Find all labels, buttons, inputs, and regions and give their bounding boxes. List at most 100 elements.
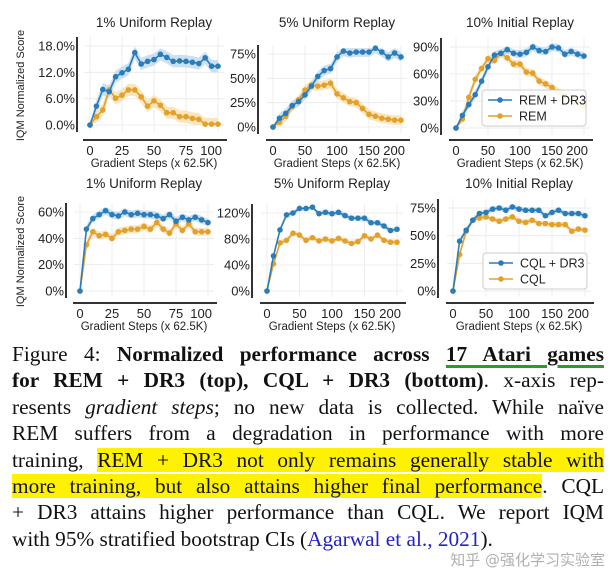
citation-link[interactable]: Agarwal et al., 2021	[307, 526, 481, 551]
data-point	[106, 88, 112, 95]
figure-label: Figure 4:	[12, 342, 117, 366]
data-point	[347, 50, 353, 56]
caption-text: ; no new data is collected. While naïve	[213, 394, 605, 419]
legend-marker	[497, 97, 503, 103]
chart-title: 5% Uniform Replay	[279, 15, 396, 30]
data-point	[147, 226, 154, 232]
data-point	[87, 122, 93, 128]
data-point	[109, 235, 115, 242]
data-point	[523, 69, 530, 75]
x-tick-label: 25	[115, 143, 129, 158]
data-point	[381, 223, 387, 229]
data-point	[100, 86, 106, 93]
data-point	[472, 76, 479, 83]
data-point	[463, 227, 470, 233]
x-axis-label: Gradient Steps (x 62.5K)	[269, 321, 396, 333]
data-point	[166, 211, 173, 218]
y-tick-label: 60%	[413, 67, 439, 82]
data-point	[581, 53, 587, 59]
y-tick-label: 0%	[45, 284, 64, 299]
data-point	[509, 204, 516, 210]
caption-bold: for REM + DR3 (top), CQL + DR3 (bottom)	[12, 368, 484, 393]
data-point	[374, 232, 381, 238]
y-tick-label: 50%	[410, 228, 436, 243]
legend: CQL + DR3 CQL	[482, 252, 588, 290]
data-point	[329, 238, 335, 244]
data-point	[109, 211, 115, 218]
figure-panels: 0.0% 6.0% 12.0% 18.0% 0 25 50 75 100 1% Uniform R…	[15, 15, 594, 333]
data-point	[530, 70, 536, 76]
data-point	[205, 219, 211, 226]
data-point	[144, 58, 151, 65]
x-axis-label: Gradient Steps (x 62.5K)	[457, 158, 584, 170]
data-point	[277, 240, 283, 246]
data-point	[119, 92, 125, 98]
data-point	[575, 210, 582, 217]
data-point	[353, 99, 360, 106]
x-tick-label: 50	[298, 143, 312, 158]
data-point	[93, 113, 100, 120]
legend-label: CQL	[520, 273, 546, 287]
y-tick-label: 60%	[38, 205, 64, 220]
x-tick-label: 200	[566, 143, 588, 158]
data-point	[295, 98, 302, 105]
data-point	[112, 95, 119, 102]
data-point	[283, 212, 290, 218]
data-point	[391, 50, 398, 56]
data-point	[368, 219, 374, 226]
caption-line: more training, but also attains higher f…	[12, 473, 604, 499]
data-point	[466, 101, 472, 108]
data-point	[322, 236, 329, 242]
data-point	[466, 94, 472, 101]
data-point	[283, 110, 289, 117]
chart-title: 10% Initial Replay	[465, 176, 573, 191]
data-point	[309, 204, 316, 210]
data-point	[496, 218, 503, 225]
data-point	[196, 116, 202, 123]
x-tick-label: 0	[269, 143, 276, 158]
x-tick-label: 200	[567, 306, 589, 321]
data-point	[296, 205, 303, 212]
y-tick-label: 50%	[230, 71, 256, 86]
caption-underlined: 17 Atari games	[445, 342, 604, 366]
data-point	[198, 217, 205, 223]
data-point	[489, 206, 496, 212]
data-point	[154, 219, 160, 226]
chart-title: 5% Uniform Replay	[274, 176, 391, 191]
data-point	[134, 226, 141, 232]
data-point	[321, 67, 328, 74]
data-point	[264, 288, 270, 294]
data-point	[450, 288, 456, 294]
data-point	[166, 230, 173, 236]
data-point	[549, 221, 555, 228]
data-point	[568, 48, 574, 55]
data-point	[542, 212, 549, 219]
data-point	[453, 125, 459, 131]
data-point	[529, 207, 535, 214]
x-tick-label: 100	[509, 143, 531, 158]
caption-line: with 95% stratified bootstrap CIs (Agarw…	[12, 526, 604, 552]
data-point	[387, 239, 394, 246]
x-tick-label: 150	[354, 306, 376, 321]
data-point	[483, 209, 489, 216]
data-point	[308, 83, 315, 89]
chart-panel: 0% 25% 50% 75% 0 50 100 150 200 5% Uniform Replay…	[230, 15, 410, 170]
y-tick-label: 0%	[231, 284, 250, 299]
data-point	[302, 92, 308, 98]
x-tick-label: 150	[541, 306, 563, 321]
data-point	[115, 213, 122, 219]
caption-text: REM suffers from a degradation in perfor…	[12, 421, 604, 446]
data-point	[170, 109, 176, 116]
data-point	[170, 58, 176, 65]
data-point	[536, 207, 542, 214]
data-point	[315, 83, 321, 89]
data-point	[160, 215, 166, 222]
data-point	[385, 116, 392, 123]
data-point	[90, 215, 96, 222]
x-tick-label: 100	[326, 143, 348, 158]
data-point	[470, 217, 476, 223]
x-tick-label: 200	[383, 143, 405, 158]
data-point	[154, 213, 160, 219]
caption-line: resents gradient steps; no new data is c…	[12, 394, 604, 420]
x-tick-label: 0	[449, 306, 456, 321]
